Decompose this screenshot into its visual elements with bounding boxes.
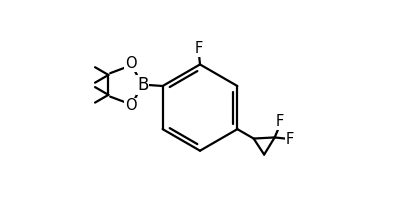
Text: O: O	[125, 98, 136, 113]
Text: F: F	[276, 114, 284, 129]
Text: F: F	[286, 132, 294, 147]
Text: B: B	[137, 76, 148, 94]
Text: O: O	[125, 56, 136, 71]
Text: F: F	[195, 41, 203, 56]
